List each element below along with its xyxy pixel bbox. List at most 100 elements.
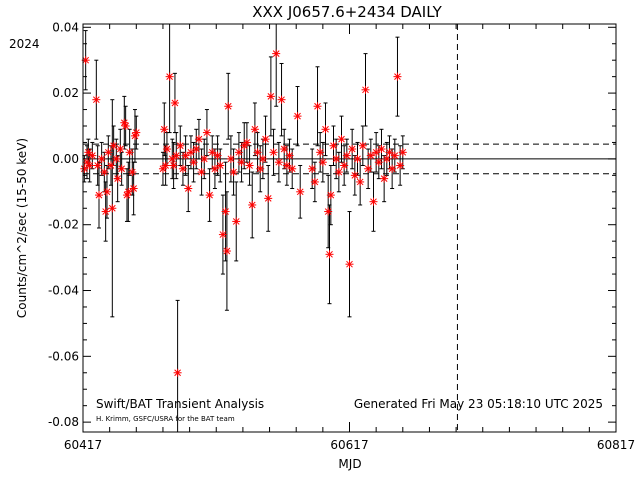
data-point-marker <box>112 154 121 163</box>
data-point-marker <box>332 154 341 163</box>
data-point-marker <box>361 85 370 94</box>
data-point-marker <box>104 148 113 157</box>
data-point-marker <box>324 207 333 216</box>
data-point-marker <box>340 161 349 170</box>
data-point-marker <box>380 174 389 183</box>
y-tick-label: -0.02 <box>48 218 79 232</box>
data-point-marker <box>132 128 141 137</box>
data-point-marker <box>106 161 115 170</box>
data-point-marker <box>396 161 405 170</box>
y-tick-label: 0.00 <box>52 152 79 166</box>
data-point-marker <box>393 72 402 81</box>
plot-frame <box>82 23 617 433</box>
data-point-marker <box>334 168 343 177</box>
data-point-marker <box>288 164 297 173</box>
data-point-marker <box>374 158 383 167</box>
data-point-marker <box>390 151 399 160</box>
x-tick-label: 60817 <box>597 438 635 452</box>
data-point-marker <box>108 204 117 213</box>
data-point-marker <box>161 161 170 170</box>
data-point-marker <box>242 138 251 147</box>
data-point-marker <box>197 168 206 177</box>
data-point-marker <box>100 168 109 177</box>
data-point-marker <box>229 168 238 177</box>
data-point-marker <box>84 148 93 157</box>
data-point-marker <box>245 161 254 170</box>
footer-analysis-label: Swift/BAT Transient Analysis <box>96 397 264 411</box>
y-tick-label: -0.04 <box>48 284 79 298</box>
data-point-marker <box>356 177 365 186</box>
data-point-marker <box>121 122 130 130</box>
data-point-marker <box>101 207 110 216</box>
data-point-marker <box>261 135 270 144</box>
data-point-marker <box>353 154 362 163</box>
data-point-marker <box>88 151 97 160</box>
data-markers <box>80 49 407 377</box>
data-point-marker <box>116 145 125 154</box>
data-point-marker <box>189 158 198 167</box>
data-point-marker <box>274 158 283 167</box>
data-point-marker <box>109 141 118 150</box>
data-point-marker <box>125 148 134 157</box>
axis-ticks: -0.08 -0.06 -0.04 -0.02 0.00 0.02 0.04 60417 606… <box>48 20 635 452</box>
data-point-marker <box>310 177 319 186</box>
data-point-marker <box>117 164 126 173</box>
x-axis-label: MJD <box>338 457 361 471</box>
data-point-marker <box>272 49 281 58</box>
footer-generated-label: Generated Fri May 23 05:18:10 UTC 2025 <box>354 397 603 411</box>
data-point-marker <box>253 148 262 157</box>
data-point-marker <box>316 148 325 157</box>
data-point-marker <box>321 125 330 134</box>
data-point-marker <box>200 154 209 163</box>
data-point-marker <box>113 174 122 183</box>
data-point-marker <box>345 260 354 269</box>
data-point-marker <box>382 154 391 163</box>
data-point-marker <box>213 151 222 160</box>
data-point-marker <box>194 135 203 144</box>
x-tick-label: 60417 <box>64 438 102 452</box>
data-point-marker <box>342 151 351 160</box>
data-point-marker <box>120 118 129 127</box>
data-point-marker <box>176 141 185 150</box>
data-point-marker <box>350 171 359 180</box>
data-point-marker <box>224 102 233 111</box>
data-point-marker <box>160 125 169 134</box>
data-point-marker <box>184 184 193 193</box>
data-point-marker <box>226 154 235 163</box>
data-point-marker <box>388 164 397 173</box>
data-point-marker <box>218 230 227 239</box>
data-point-marker <box>232 217 241 226</box>
data-point-marker <box>85 161 94 170</box>
data-point-marker <box>369 197 378 206</box>
data-point-marker <box>250 125 259 134</box>
data-point-marker <box>282 161 291 170</box>
data-point-marker <box>168 154 177 163</box>
y-tick-label: -0.06 <box>48 349 79 363</box>
data-point-marker <box>318 158 327 167</box>
data-point-marker <box>377 145 386 154</box>
data-point-marker <box>325 250 334 259</box>
year-label: 2024 <box>9 37 40 51</box>
data-point-marker <box>178 164 187 173</box>
data-point-marker <box>169 161 178 170</box>
data-point-marker <box>248 200 257 209</box>
data-point-marker <box>296 187 305 196</box>
data-point-marker <box>170 98 179 107</box>
data-point-marker <box>293 112 302 121</box>
data-point-marker <box>208 148 217 157</box>
data-point-marker <box>192 145 201 154</box>
x-tick-label: 60617 <box>330 438 368 452</box>
data-point-marker <box>94 191 103 200</box>
data-point-marker <box>348 145 357 154</box>
data-point-marker <box>172 151 181 160</box>
footer-credit-label: H. Krimm, GSFC/USRA for the BAT team <box>96 415 235 423</box>
data-point-marker <box>398 148 407 157</box>
data-point-marker <box>165 72 174 81</box>
data-point-marker <box>277 95 286 104</box>
y-tick-label: 0.04 <box>52 20 79 34</box>
data-point-marker <box>258 154 267 163</box>
data-point-marker <box>97 154 106 163</box>
data-point-marker <box>364 164 373 173</box>
data-point-marker <box>92 95 101 104</box>
